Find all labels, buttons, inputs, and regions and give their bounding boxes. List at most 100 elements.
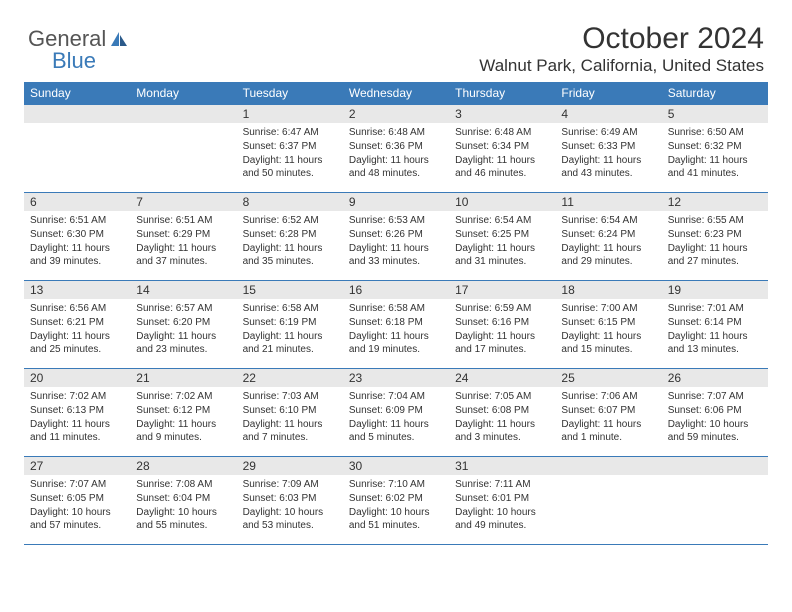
- daylight-text: Daylight: 11 hours and 37 minutes.: [136, 242, 230, 268]
- sunrise-text: Sunrise: 6:57 AM: [136, 302, 230, 315]
- day-details: Sunrise: 6:49 AMSunset: 6:33 PMDaylight:…: [555, 123, 661, 184]
- sunset-text: Sunset: 6:37 PM: [243, 140, 337, 153]
- day-number: 26: [662, 369, 768, 387]
- calendar-day-cell: 5Sunrise: 6:50 AMSunset: 6:32 PMDaylight…: [662, 105, 768, 193]
- day-details: Sunrise: 7:10 AMSunset: 6:02 PMDaylight:…: [343, 475, 449, 536]
- sunset-text: Sunset: 6:02 PM: [349, 492, 443, 505]
- daylight-text: Daylight: 11 hours and 35 minutes.: [243, 242, 337, 268]
- sunrise-text: Sunrise: 7:07 AM: [668, 390, 762, 403]
- weekday-header: Saturday: [662, 82, 768, 105]
- sunrise-text: Sunrise: 6:51 AM: [30, 214, 124, 227]
- calendar-day-cell: 20Sunrise: 7:02 AMSunset: 6:13 PMDayligh…: [24, 369, 130, 457]
- calendar-day-cell: 30Sunrise: 7:10 AMSunset: 6:02 PMDayligh…: [343, 457, 449, 545]
- daylight-text: Daylight: 11 hours and 31 minutes.: [455, 242, 549, 268]
- sunset-text: Sunset: 6:07 PM: [561, 404, 655, 417]
- calendar-day-cell: 23Sunrise: 7:04 AMSunset: 6:09 PMDayligh…: [343, 369, 449, 457]
- calendar-day-cell: 9Sunrise: 6:53 AMSunset: 6:26 PMDaylight…: [343, 193, 449, 281]
- sunrise-text: Sunrise: 7:03 AM: [243, 390, 337, 403]
- calendar-day-cell: 31Sunrise: 7:11 AMSunset: 6:01 PMDayligh…: [449, 457, 555, 545]
- calendar-day-cell: 13Sunrise: 6:56 AMSunset: 6:21 PMDayligh…: [24, 281, 130, 369]
- day-details: Sunrise: 6:48 AMSunset: 6:34 PMDaylight:…: [449, 123, 555, 184]
- daylight-text: Daylight: 10 hours and 53 minutes.: [243, 506, 337, 532]
- sunset-text: Sunset: 6:08 PM: [455, 404, 549, 417]
- day-details: Sunrise: 7:05 AMSunset: 6:08 PMDaylight:…: [449, 387, 555, 448]
- daylight-text: Daylight: 11 hours and 3 minutes.: [455, 418, 549, 444]
- day-number: 10: [449, 193, 555, 211]
- day-details: Sunrise: 7:09 AMSunset: 6:03 PMDaylight:…: [237, 475, 343, 536]
- day-number: 9: [343, 193, 449, 211]
- day-number-empty: [662, 457, 768, 475]
- calendar-week-row: 13Sunrise: 6:56 AMSunset: 6:21 PMDayligh…: [24, 281, 768, 369]
- weekday-header: Monday: [130, 82, 236, 105]
- calendar-day-cell: 14Sunrise: 6:57 AMSunset: 6:20 PMDayligh…: [130, 281, 236, 369]
- day-details: Sunrise: 7:04 AMSunset: 6:09 PMDaylight:…: [343, 387, 449, 448]
- weekday-header-row: Sunday Monday Tuesday Wednesday Thursday…: [24, 82, 768, 105]
- sail-icon: [109, 30, 129, 48]
- day-details: Sunrise: 7:06 AMSunset: 6:07 PMDaylight:…: [555, 387, 661, 448]
- calendar-day-cell: 28Sunrise: 7:08 AMSunset: 6:04 PMDayligh…: [130, 457, 236, 545]
- sunrise-text: Sunrise: 6:50 AM: [668, 126, 762, 139]
- day-details: Sunrise: 7:11 AMSunset: 6:01 PMDaylight:…: [449, 475, 555, 536]
- sunset-text: Sunset: 6:12 PM: [136, 404, 230, 417]
- calendar-day-cell: 12Sunrise: 6:55 AMSunset: 6:23 PMDayligh…: [662, 193, 768, 281]
- day-details: Sunrise: 7:08 AMSunset: 6:04 PMDaylight:…: [130, 475, 236, 536]
- day-number: 1: [237, 105, 343, 123]
- calendar-day-cell: 1Sunrise: 6:47 AMSunset: 6:37 PMDaylight…: [237, 105, 343, 193]
- sunset-text: Sunset: 6:18 PM: [349, 316, 443, 329]
- sunrise-text: Sunrise: 7:09 AM: [243, 478, 337, 491]
- day-number: 3: [449, 105, 555, 123]
- day-details: Sunrise: 6:58 AMSunset: 6:19 PMDaylight:…: [237, 299, 343, 360]
- daylight-text: Daylight: 10 hours and 59 minutes.: [668, 418, 762, 444]
- sunrise-text: Sunrise: 6:58 AM: [243, 302, 337, 315]
- daylight-text: Daylight: 10 hours and 57 minutes.: [30, 506, 124, 532]
- weekday-header: Friday: [555, 82, 661, 105]
- sunrise-text: Sunrise: 6:59 AM: [455, 302, 549, 315]
- day-number: 30: [343, 457, 449, 475]
- day-details: Sunrise: 7:02 AMSunset: 6:12 PMDaylight:…: [130, 387, 236, 448]
- calendar-day-cell: 4Sunrise: 6:49 AMSunset: 6:33 PMDaylight…: [555, 105, 661, 193]
- sunset-text: Sunset: 6:28 PM: [243, 228, 337, 241]
- day-number: 29: [237, 457, 343, 475]
- daylight-text: Daylight: 11 hours and 41 minutes.: [668, 154, 762, 180]
- sunset-text: Sunset: 6:20 PM: [136, 316, 230, 329]
- day-number: 21: [130, 369, 236, 387]
- sunrise-text: Sunrise: 7:06 AM: [561, 390, 655, 403]
- sunrise-text: Sunrise: 7:10 AM: [349, 478, 443, 491]
- sunset-text: Sunset: 6:05 PM: [30, 492, 124, 505]
- calendar-day-cell: [555, 457, 661, 545]
- day-details: Sunrise: 7:02 AMSunset: 6:13 PMDaylight:…: [24, 387, 130, 448]
- calendar-day-cell: 25Sunrise: 7:06 AMSunset: 6:07 PMDayligh…: [555, 369, 661, 457]
- day-number-empty: [130, 105, 236, 123]
- weekday-header: Tuesday: [237, 82, 343, 105]
- sunrise-text: Sunrise: 6:49 AM: [561, 126, 655, 139]
- day-number: 12: [662, 193, 768, 211]
- day-details: Sunrise: 7:00 AMSunset: 6:15 PMDaylight:…: [555, 299, 661, 360]
- sunset-text: Sunset: 6:13 PM: [30, 404, 124, 417]
- sunset-text: Sunset: 6:36 PM: [349, 140, 443, 153]
- day-number: 24: [449, 369, 555, 387]
- sunrise-text: Sunrise: 6:56 AM: [30, 302, 124, 315]
- calendar-day-cell: [662, 457, 768, 545]
- day-number: 20: [24, 369, 130, 387]
- sunset-text: Sunset: 6:19 PM: [243, 316, 337, 329]
- day-number: 31: [449, 457, 555, 475]
- calendar-day-cell: 2Sunrise: 6:48 AMSunset: 6:36 PMDaylight…: [343, 105, 449, 193]
- calendar-day-cell: 24Sunrise: 7:05 AMSunset: 6:08 PMDayligh…: [449, 369, 555, 457]
- day-details: Sunrise: 7:03 AMSunset: 6:10 PMDaylight:…: [237, 387, 343, 448]
- sunset-text: Sunset: 6:29 PM: [136, 228, 230, 241]
- sunset-text: Sunset: 6:26 PM: [349, 228, 443, 241]
- sunrise-text: Sunrise: 7:00 AM: [561, 302, 655, 315]
- day-details: Sunrise: 6:54 AMSunset: 6:25 PMDaylight:…: [449, 211, 555, 272]
- daylight-text: Daylight: 11 hours and 11 minutes.: [30, 418, 124, 444]
- calendar-week-row: 6Sunrise: 6:51 AMSunset: 6:30 PMDaylight…: [24, 193, 768, 281]
- sunset-text: Sunset: 6:01 PM: [455, 492, 549, 505]
- weekday-header: Wednesday: [343, 82, 449, 105]
- sunrise-text: Sunrise: 6:58 AM: [349, 302, 443, 315]
- daylight-text: Daylight: 11 hours and 15 minutes.: [561, 330, 655, 356]
- sunrise-text: Sunrise: 7:05 AM: [455, 390, 549, 403]
- sunset-text: Sunset: 6:34 PM: [455, 140, 549, 153]
- sunset-text: Sunset: 6:09 PM: [349, 404, 443, 417]
- daylight-text: Daylight: 10 hours and 55 minutes.: [136, 506, 230, 532]
- sunset-text: Sunset: 6:06 PM: [668, 404, 762, 417]
- page-title: October 2024: [582, 22, 764, 56]
